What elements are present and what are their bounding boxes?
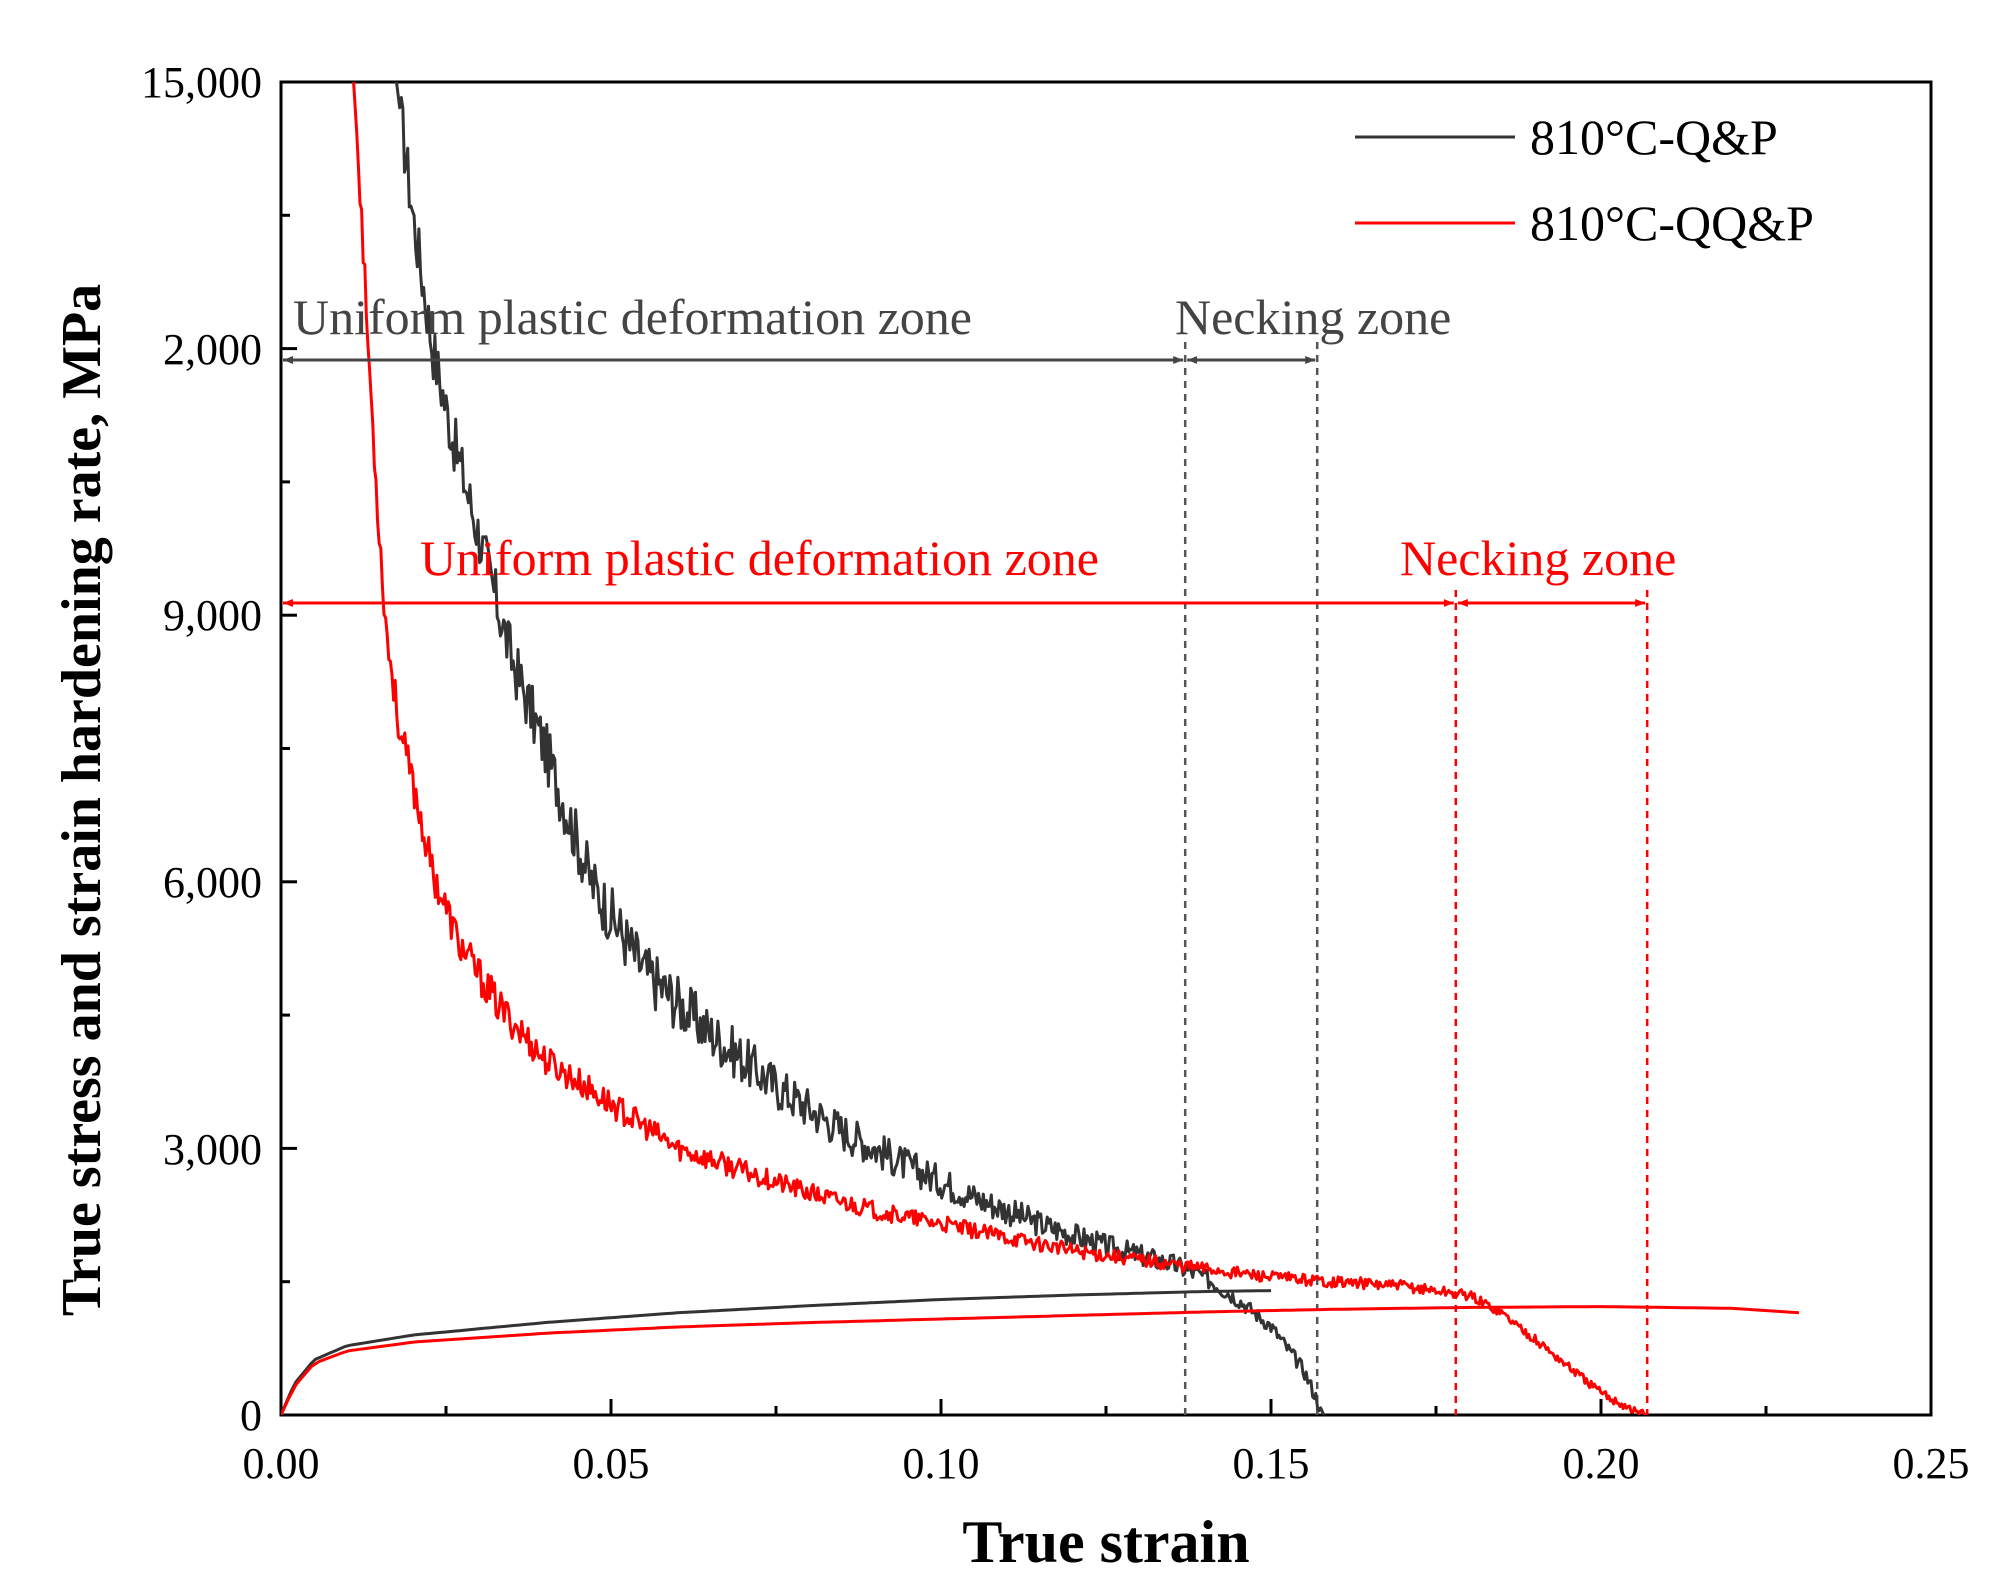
y-tick-label: 6,000 <box>163 858 262 907</box>
stress-curve-qqp <box>281 1305 1800 1415</box>
hardening-rate-curve-qqp <box>352 82 1648 1415</box>
annotation-qqp-uniform-zone: Uniform plastic deformation zone <box>420 530 1099 586</box>
plot-frame <box>279 80 1933 1417</box>
legend: 810°C-Q&P 810°C-QQ&P <box>1355 109 1814 251</box>
x-tick-label: 0.15 <box>1233 1439 1310 1488</box>
x-tick-label: 0.00 <box>243 1439 320 1488</box>
x-tick-label: 0.25 <box>1893 1439 1970 1488</box>
x-tick-label: 0.20 <box>1563 1439 1640 1488</box>
annotation-qqp-necking-zone: Necking zone <box>1400 530 1676 586</box>
y-axis-title: True stress and strain hardening rate, M… <box>51 284 113 1316</box>
x-tick-label: 0.10 <box>903 1439 980 1488</box>
zone-boundaries <box>1183 342 1649 1415</box>
y-tick-label: 3,000 <box>163 1125 262 1174</box>
y-tick-label: 2,000 <box>163 325 262 374</box>
x-axis-title: True strain <box>962 1509 1249 1575</box>
zone-annotations <box>283 356 1646 607</box>
y-tick-label: 15,000 <box>141 58 262 107</box>
legend-label-qp: 810°C-Q&P <box>1530 109 1778 165</box>
y-tick-label: 9,000 <box>163 591 262 640</box>
y-tick-label: 0 <box>240 1391 262 1440</box>
curves <box>281 82 1800 1415</box>
legend-label-qqp: 810°C-QQ&P <box>1530 195 1814 251</box>
annotation-qp-uniform-zone: Uniform plastic deformation zone <box>293 289 972 345</box>
x-tick-label: 0.05 <box>573 1439 650 1488</box>
annotation-qp-necking-zone: Necking zone <box>1175 289 1451 345</box>
axis-ticks <box>279 80 1933 1417</box>
stress-curve-qp <box>281 1289 1272 1415</box>
